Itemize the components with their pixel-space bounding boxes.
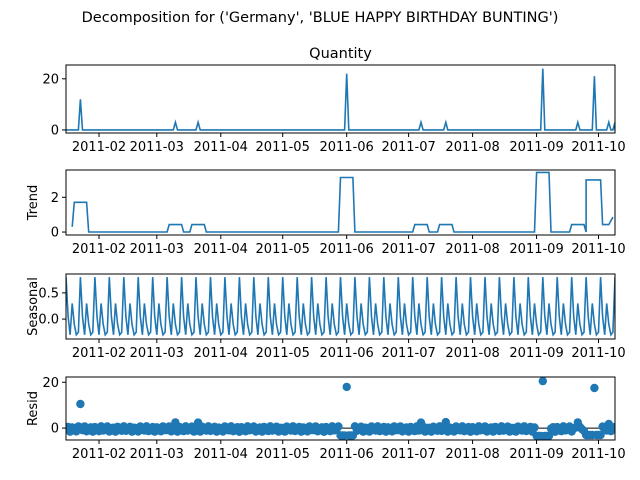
panel-observed: 0 20 2011-02 2011-03 2011-04 2011-05 2011-06 20… bbox=[42, 46, 625, 155]
x-tick-label: 2011-02 bbox=[72, 140, 126, 155]
x-tick-label: 2011-04 bbox=[194, 447, 248, 462]
y-axis-label: Seasonal bbox=[26, 277, 41, 336]
figure-suptitle: Decomposition for ('Germany', 'BLUE HAPP… bbox=[82, 10, 559, 26]
panel-seasonal: 0.0 0.5 2011-02 2011-03 2011-04 2011-05 2011-0… bbox=[26, 273, 626, 361]
resid-point bbox=[544, 431, 554, 440]
resid-point bbox=[590, 383, 599, 393]
resid-point bbox=[334, 422, 343, 431]
x-tick-label: 2011-04 bbox=[194, 140, 248, 155]
plot-area bbox=[66, 277, 615, 337]
x-tick-label: 2011-03 bbox=[130, 140, 184, 155]
resid-point bbox=[530, 423, 539, 432]
y-tick-label: 0 bbox=[51, 123, 59, 138]
series-line-observed bbox=[66, 68, 615, 131]
resid-point bbox=[342, 382, 351, 392]
plot-area bbox=[71, 171, 614, 233]
resid-point bbox=[610, 422, 615, 432]
x-tick-label: 2011-07 bbox=[381, 447, 435, 462]
axes-frame bbox=[65, 376, 616, 441]
x-tick-label: 2011-10 bbox=[571, 140, 625, 155]
x-tick-label: 2011-10 bbox=[571, 346, 625, 361]
x-tick-label: 2011-09 bbox=[509, 140, 563, 155]
panel-trend: 0 2 2011-02 2011-03 2011-04 2011-05 2011-06 201… bbox=[26, 169, 626, 257]
axes-title: Quantity bbox=[309, 46, 372, 62]
x-tick-label: 2011-08 bbox=[445, 242, 499, 257]
series-line-trend bbox=[71, 171, 614, 233]
x-tick-label: 2011-03 bbox=[130, 346, 184, 361]
x-tick-label: 2011-05 bbox=[256, 140, 310, 155]
x-tick-label: 2011-10 bbox=[571, 447, 625, 462]
x-tick-label: 2011-08 bbox=[445, 140, 499, 155]
x-tick-label: 2011-04 bbox=[194, 346, 248, 361]
x-tick-label: 2011-03 bbox=[130, 447, 184, 462]
x-tick-label: 2011-06 bbox=[320, 346, 374, 361]
y-tick-label: 2 bbox=[51, 191, 59, 206]
x-tick-label: 2011-07 bbox=[381, 242, 435, 257]
x-tick-label: 2011-08 bbox=[445, 447, 499, 462]
x-tick-label: 2011-05 bbox=[256, 447, 310, 462]
x-tick-label: 2011-02 bbox=[72, 447, 126, 462]
y-axis-label: Resid bbox=[26, 391, 41, 426]
axes-frame bbox=[65, 169, 616, 236]
x-tick-label: 2011-10 bbox=[571, 242, 625, 257]
resid-point bbox=[538, 377, 547, 386]
y-tick-label: 20 bbox=[42, 376, 59, 391]
plot-area bbox=[66, 68, 615, 131]
x-tick-label: 2011-03 bbox=[130, 242, 184, 257]
x-tick-label: 2011-07 bbox=[381, 140, 435, 155]
y-tick-label: 0 bbox=[51, 226, 59, 241]
resid-point bbox=[76, 399, 85, 409]
panel-resid: 0 20 2011-02 2011-03 2011-04 2011-05 2011-06 20… bbox=[26, 376, 626, 462]
axes-frame bbox=[65, 273, 616, 340]
x-tick-label: 2011-05 bbox=[256, 242, 310, 257]
x-tick-label: 2011-06 bbox=[320, 447, 374, 462]
plot-area bbox=[66, 377, 615, 440]
x-tick-label: 2011-06 bbox=[320, 242, 374, 257]
x-tick-label: 2011-06 bbox=[320, 140, 374, 155]
y-tick-label: 0.5 bbox=[38, 286, 59, 301]
x-tick-label: 2011-02 bbox=[72, 346, 126, 361]
x-tick-label: 2011-09 bbox=[509, 447, 563, 462]
axes-frame bbox=[65, 64, 616, 134]
x-tick-label: 2011-05 bbox=[256, 346, 310, 361]
y-tick-label: 0.0 bbox=[38, 313, 59, 328]
y-axis-label: Trend bbox=[26, 185, 41, 222]
series-line-seasonal bbox=[66, 277, 615, 337]
x-tick-label: 2011-09 bbox=[509, 242, 563, 257]
x-tick-label: 2011-09 bbox=[509, 346, 563, 361]
y-tick-label: 0 bbox=[51, 422, 59, 437]
x-tick-label: 2011-08 bbox=[445, 346, 499, 361]
x-tick-label: 2011-02 bbox=[72, 242, 126, 257]
x-tick-label: 2011-04 bbox=[194, 242, 248, 257]
x-tick-label: 2011-07 bbox=[381, 346, 435, 361]
y-tick-label: 20 bbox=[42, 72, 59, 87]
